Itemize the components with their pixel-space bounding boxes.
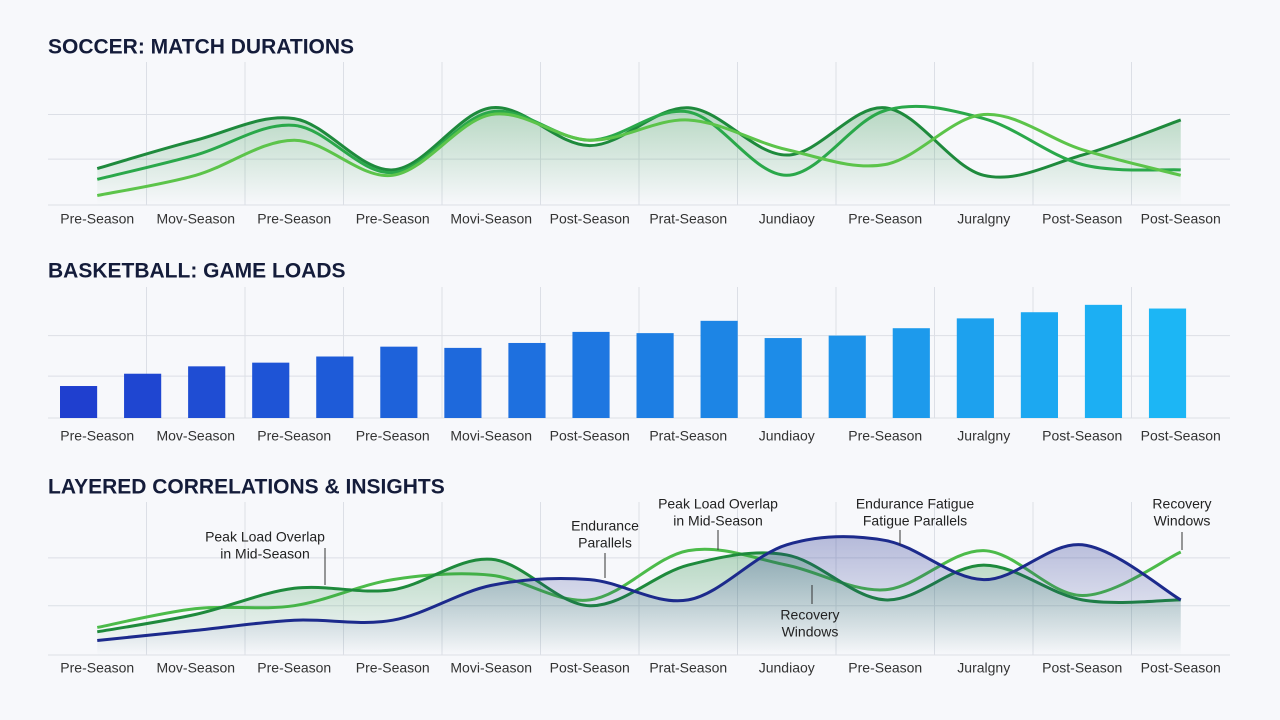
annotation: Windows bbox=[1154, 513, 1211, 529]
annotation: Fatigue Parallels bbox=[863, 513, 967, 529]
bar bbox=[316, 356, 354, 418]
x-tick-label: Pre-Season bbox=[848, 211, 922, 227]
x-tick-label: Post-Season bbox=[1042, 660, 1122, 676]
line bbox=[96, 104, 1181, 181]
x-tick-label: Pre-Season bbox=[60, 211, 134, 227]
x-tick-label: Pre-Season bbox=[356, 660, 430, 676]
annotation: Endurance bbox=[571, 518, 639, 534]
bar bbox=[828, 335, 866, 418]
x-tick-label: Post-Season bbox=[1042, 211, 1122, 227]
x-tick-label: Post-Season bbox=[1042, 428, 1122, 444]
x-tick-label: Post-Season bbox=[1141, 428, 1221, 444]
x-tick-label: Mov-Season bbox=[156, 211, 235, 227]
x-tick-label: Movi-Season bbox=[450, 211, 532, 227]
bar bbox=[380, 346, 418, 418]
x-tick-label: Jundiaoy bbox=[759, 211, 815, 227]
bar bbox=[1020, 312, 1058, 418]
x-tick-label: Pre-Season bbox=[848, 660, 922, 676]
annotation: Parallels bbox=[578, 535, 632, 551]
x-tick-label: Pre-Season bbox=[257, 428, 331, 444]
x-tick-label: Mov-Season bbox=[156, 428, 235, 444]
x-tick-label: Post-Season bbox=[1141, 211, 1221, 227]
x-tick-label: Movi-Season bbox=[450, 660, 532, 676]
chart-title: LAYERED CORRELATIONS & INSIGHTS bbox=[48, 476, 445, 499]
x-tick-label: Pre-Season bbox=[60, 660, 134, 676]
bar bbox=[700, 320, 738, 418]
annotation: Peak Load Overlap bbox=[205, 529, 325, 545]
annotation: in Mid-Season bbox=[673, 513, 763, 529]
bar bbox=[572, 331, 610, 418]
x-tick-label: Jundiaoy bbox=[759, 660, 815, 676]
annotation: Recovery bbox=[1152, 496, 1211, 512]
line bbox=[96, 106, 1182, 179]
x-tick-label: Movi-Season bbox=[450, 428, 532, 444]
x-tick-label: Post-Season bbox=[550, 211, 630, 227]
x-tick-label: Pre-Season bbox=[356, 211, 430, 227]
x-tick-label: Juralgny bbox=[957, 428, 1010, 444]
x-tick-label: Pre-Season bbox=[356, 428, 430, 444]
bar bbox=[60, 386, 98, 418]
line bbox=[96, 112, 1182, 198]
bar bbox=[1148, 308, 1187, 418]
annotation: Windows bbox=[782, 624, 839, 640]
bar bbox=[444, 347, 482, 418]
bar bbox=[124, 373, 162, 418]
line bbox=[97, 535, 1182, 642]
area bbox=[97, 536, 1181, 655]
bar bbox=[892, 328, 930, 418]
x-tick-label: Juralgny bbox=[957, 211, 1010, 227]
annotation: Peak Load Overlap bbox=[658, 496, 778, 512]
x-tick-label: Pre-Season bbox=[60, 428, 134, 444]
x-tick-label: Pre-Season bbox=[257, 660, 331, 676]
bar bbox=[956, 318, 994, 418]
annotation: Endurance Fatigue bbox=[856, 496, 975, 512]
x-tick-label: Prat-Season bbox=[649, 211, 727, 227]
bar bbox=[764, 338, 802, 418]
bar bbox=[636, 333, 674, 418]
area bbox=[97, 107, 1181, 205]
bar bbox=[188, 366, 226, 418]
x-tick-label: Mov-Season bbox=[156, 660, 235, 676]
x-tick-label: Prat-Season bbox=[649, 428, 727, 444]
annotation: in Mid-Season bbox=[220, 546, 310, 562]
x-tick-label: Jundiaoy bbox=[759, 428, 815, 444]
bar bbox=[1084, 304, 1123, 418]
bar bbox=[508, 342, 546, 418]
bar bbox=[252, 362, 290, 418]
x-tick-label: Juralgny bbox=[957, 660, 1010, 676]
x-tick-label: Pre-Season bbox=[848, 428, 922, 444]
x-tick-label: Post-Season bbox=[1141, 660, 1221, 676]
chart-title: BASKETBALL: GAME LOADS bbox=[48, 260, 346, 283]
x-tick-label: Prat-Season bbox=[649, 660, 727, 676]
annotation: Recovery bbox=[780, 607, 839, 623]
x-tick-label: Pre-Season bbox=[257, 211, 331, 227]
x-tick-label: Post-Season bbox=[550, 428, 630, 444]
chart-title: SOCCER: MATCH DURATIONS bbox=[48, 36, 354, 59]
x-tick-label: Post-Season bbox=[550, 660, 630, 676]
